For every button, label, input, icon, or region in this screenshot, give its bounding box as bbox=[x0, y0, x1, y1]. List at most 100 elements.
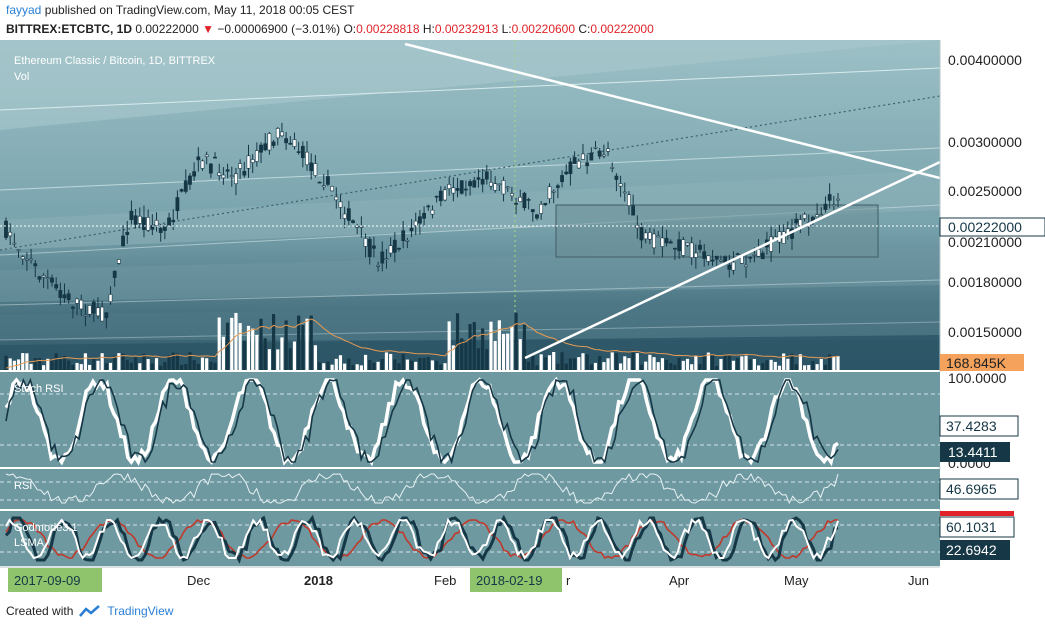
candle-body bbox=[175, 197, 180, 212]
candle-body bbox=[476, 177, 481, 180]
candle-body bbox=[831, 204, 836, 207]
volume-bar bbox=[627, 358, 631, 370]
candle-body bbox=[589, 152, 594, 161]
chart-canvas[interactable]: Ethereum Classic / Bitcoin, 1D, BITTREX … bbox=[0, 40, 1045, 598]
volume-bar bbox=[301, 324, 305, 370]
volume-bar bbox=[493, 340, 497, 370]
high-label: H: bbox=[422, 22, 435, 36]
volume-bar bbox=[756, 365, 761, 370]
candle-body bbox=[576, 160, 581, 169]
volume-bar bbox=[33, 358, 37, 370]
candle-body bbox=[158, 227, 163, 233]
volume-bar bbox=[710, 355, 715, 370]
stoch-d-line bbox=[5, 377, 839, 465]
volume-bars bbox=[4, 312, 840, 370]
candle-body bbox=[656, 235, 661, 238]
support-trendline[interactable] bbox=[524, 160, 940, 360]
candle-body bbox=[526, 199, 531, 201]
volume-bar bbox=[288, 348, 292, 370]
rsi-pane[interactable]: RSI 46.6965 bbox=[0, 469, 1045, 509]
volume-bar bbox=[238, 323, 242, 370]
candle-body bbox=[581, 153, 585, 160]
candle-body bbox=[585, 162, 590, 167]
candle-body bbox=[418, 216, 422, 224]
candle-body bbox=[363, 238, 368, 247]
symbol-label: BITTREX:ETCBTC, 1D bbox=[6, 22, 132, 36]
candle-body bbox=[330, 186, 335, 192]
candle-body bbox=[192, 171, 197, 177]
start-date-marker: 2017-09-09 bbox=[14, 573, 81, 588]
volume-bar bbox=[798, 354, 802, 370]
candle-body bbox=[317, 181, 322, 184]
volume-bar bbox=[464, 340, 468, 370]
candle-body bbox=[819, 214, 824, 216]
candle-body bbox=[681, 239, 686, 256]
volume-bar bbox=[213, 362, 217, 370]
candle-body bbox=[351, 220, 355, 223]
volume-bar bbox=[12, 360, 16, 370]
candle-body bbox=[627, 194, 631, 206]
candle-body bbox=[568, 161, 573, 174]
candle-body bbox=[121, 235, 125, 247]
author-link[interactable]: fayyad bbox=[6, 3, 42, 17]
stoch-rsi-pane[interactable]: Stoch RSI 100.0000 50.0000 0.0000 37.428… bbox=[0, 370, 1045, 471]
volume-bar bbox=[29, 363, 33, 370]
candle-body bbox=[12, 242, 17, 245]
candle-body bbox=[296, 151, 301, 153]
volume-bar bbox=[54, 353, 58, 370]
volume-bar bbox=[527, 361, 531, 370]
candle-body bbox=[384, 258, 389, 261]
candle-body bbox=[259, 144, 263, 153]
candle-body bbox=[618, 183, 623, 187]
candle-body bbox=[62, 294, 67, 299]
volume-bar bbox=[740, 356, 744, 370]
volume-bar bbox=[196, 363, 200, 370]
volume-bar bbox=[694, 356, 698, 370]
volume-bar bbox=[284, 320, 288, 370]
main-price-pane[interactable]: Ethereum Classic / Bitcoin, 1D, BITTREX … bbox=[0, 40, 940, 370]
close-value: 0.00222000 bbox=[590, 22, 654, 36]
footer: Created with TradingView bbox=[6, 604, 173, 618]
volume-bar bbox=[802, 365, 807, 370]
candle-body bbox=[20, 256, 25, 260]
volume-bar bbox=[447, 321, 451, 370]
fan-bands bbox=[0, 40, 940, 370]
candle-body bbox=[208, 163, 213, 174]
candle-body bbox=[367, 238, 372, 258]
volume-bar bbox=[146, 359, 150, 370]
volume-bar bbox=[485, 349, 489, 370]
stoch-rsi-title: Stoch RSI bbox=[14, 383, 64, 395]
volume-bar bbox=[113, 356, 117, 370]
candle-body bbox=[179, 189, 184, 192]
volume-bar bbox=[92, 359, 96, 370]
candle-body bbox=[271, 141, 276, 146]
volume-bar bbox=[522, 324, 527, 370]
candle-body bbox=[234, 173, 238, 185]
candle-body bbox=[171, 219, 176, 223]
candle-body bbox=[313, 163, 318, 176]
open-value: 0.00228818 bbox=[356, 22, 420, 36]
candle-body bbox=[346, 208, 351, 221]
resistance-trendline[interactable] bbox=[404, 42, 940, 180]
time-label: 2018 bbox=[304, 573, 333, 588]
time-axis[interactable]: Dec 2018 Feb r Apr May Jun 2017-09-09 20… bbox=[0, 566, 1045, 598]
candle-body bbox=[409, 227, 414, 232]
godmode-pane[interactable]: Godmode3.1 LSMA 60.1031 22.6942 bbox=[0, 511, 1045, 566]
volume-bar bbox=[664, 359, 669, 370]
volume-bar bbox=[748, 359, 752, 370]
volume-bar bbox=[62, 356, 67, 370]
candle-body bbox=[326, 176, 330, 185]
volume-bar bbox=[435, 360, 439, 370]
range-box[interactable] bbox=[555, 204, 879, 258]
candle-body bbox=[96, 307, 100, 317]
tradingview-link[interactable]: TradingView bbox=[107, 604, 174, 618]
price-axis[interactable]: 0.00400000 0.00300000 0.00250000 0.00210… bbox=[939, 40, 1045, 566]
volume-bar bbox=[836, 356, 840, 370]
time-label: r bbox=[566, 573, 571, 588]
volume-bar bbox=[660, 358, 665, 370]
candle-body bbox=[610, 167, 615, 169]
candle-body bbox=[551, 190, 556, 193]
candle-body bbox=[815, 214, 819, 218]
candle-body bbox=[37, 276, 42, 280]
candle-body bbox=[75, 298, 79, 304]
